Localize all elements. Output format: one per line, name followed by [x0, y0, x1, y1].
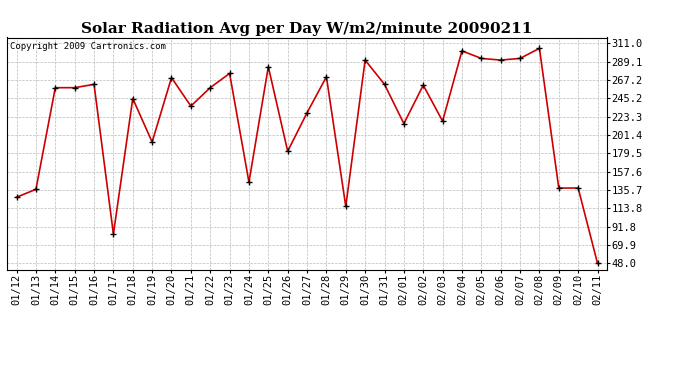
Text: Copyright 2009 Cartronics.com: Copyright 2009 Cartronics.com	[10, 42, 166, 51]
Title: Solar Radiation Avg per Day W/m2/minute 20090211: Solar Radiation Avg per Day W/m2/minute …	[81, 22, 533, 36]
